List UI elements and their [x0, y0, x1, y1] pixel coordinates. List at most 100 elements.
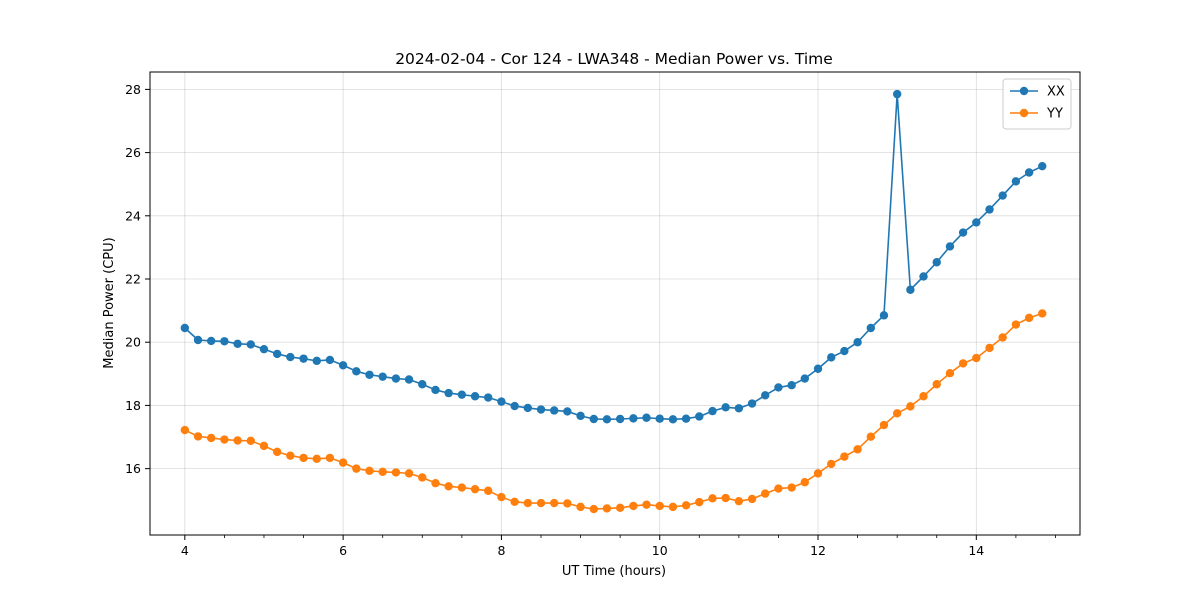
- data-point-xx: [404, 375, 414, 384]
- data-point-xx: [747, 399, 757, 408]
- data-point-xx: [972, 218, 981, 227]
- data-point-yy: [840, 452, 849, 461]
- data-point-xx: [879, 311, 889, 320]
- data-point-xx: [550, 406, 559, 415]
- data-point-xx: [932, 258, 941, 267]
- data-point-xx: [352, 367, 361, 376]
- data-point-xx: [787, 381, 796, 390]
- data-point-yy: [484, 486, 493, 495]
- data-point-yy: [220, 435, 229, 444]
- data-point-yy: [589, 504, 598, 514]
- chart-title: 2024-02-04 - Cor 124 - LWA348 - Median P…: [395, 50, 833, 68]
- data-point-yy: [457, 483, 467, 492]
- data-point-yy: [299, 453, 308, 463]
- data-point-xx: [945, 242, 955, 251]
- x-tick-label: 10: [652, 543, 668, 558]
- plot-frame: [149, 71, 1081, 536]
- data-point-yy: [932, 380, 941, 389]
- data-point-xx: [418, 380, 427, 389]
- data-point-yy: [444, 482, 453, 491]
- data-point-yy: [378, 467, 387, 476]
- y-tick-label: 24: [125, 208, 141, 223]
- data-point-xx: [589, 414, 598, 424]
- data-point-yy: [286, 451, 295, 460]
- data-point-xx: [655, 414, 664, 423]
- data-point-xx: [484, 393, 493, 402]
- data-point-yy: [352, 464, 361, 473]
- data-point-yy: [563, 499, 572, 508]
- y-tick-label: 16: [125, 461, 141, 476]
- data-point-yy: [523, 498, 532, 508]
- data-point-xx: [220, 337, 229, 346]
- data-point-yy: [827, 459, 836, 469]
- data-point-xx: [708, 406, 717, 416]
- data-point-xx: [681, 414, 691, 423]
- data-point-yy: [708, 494, 717, 503]
- data-point-xx: [523, 403, 532, 413]
- data-point-yy: [510, 497, 519, 507]
- data-point-xx: [1011, 177, 1021, 186]
- data-point-yy: [576, 502, 585, 512]
- data-point-xx: [906, 285, 915, 294]
- data-point-yy: [1038, 309, 1047, 318]
- data-point-yy: [747, 494, 757, 504]
- x-tick-label: 14: [968, 543, 984, 558]
- data-point-yy: [695, 497, 704, 507]
- data-point-xx: [602, 415, 612, 424]
- y-tick-label: 20: [125, 335, 141, 350]
- data-point-yy: [958, 359, 968, 368]
- data-point-yy: [879, 420, 889, 430]
- data-point-yy: [233, 436, 242, 445]
- data-point-yy: [813, 469, 823, 478]
- data-point-xx: [378, 372, 387, 381]
- data-point-yy: [629, 501, 638, 511]
- y-tick-label: 18: [125, 398, 141, 413]
- data-point-xx: [668, 415, 678, 424]
- data-point-yy: [418, 473, 427, 482]
- x-tick-label: 4: [181, 543, 189, 558]
- data-point-xx: [761, 391, 770, 400]
- data-point-xx: [615, 414, 625, 424]
- data-point-yy: [642, 500, 651, 509]
- data-point-xx: [193, 335, 203, 345]
- data-point-xx: [734, 404, 744, 413]
- data-point-yy: [325, 453, 335, 463]
- x-tick-label: 8: [497, 543, 505, 558]
- data-point-xx: [1024, 168, 1034, 177]
- legend: XX YY: [1002, 78, 1072, 130]
- data-point-yy: [853, 445, 862, 454]
- data-point-yy: [536, 498, 546, 508]
- data-point-xx: [299, 354, 308, 363]
- data-point-yy: [550, 498, 559, 508]
- data-point-yy: [866, 432, 876, 441]
- y-axis-label: Median Power (CPU): [102, 237, 117, 368]
- legend-item-yy: YY: [1010, 107, 1063, 122]
- data-point-yy: [906, 402, 915, 411]
- data-point-yy: [602, 504, 612, 513]
- data-point-xx: [998, 191, 1007, 200]
- data-point-xx: [721, 403, 730, 412]
- data-point-yy: [800, 478, 809, 487]
- data-point-yy: [391, 468, 401, 477]
- data-point-yy: [787, 483, 796, 492]
- x-axis-label: UT Time (hours): [562, 564, 666, 579]
- data-point-yy: [681, 501, 691, 510]
- data-point-yy: [892, 409, 902, 418]
- data-point-yy: [404, 469, 414, 478]
- data-point-yy: [668, 502, 678, 512]
- data-point-yy: [721, 493, 730, 503]
- data-point-xx: [892, 89, 902, 99]
- data-point-yy: [365, 466, 374, 476]
- data-point-yy: [246, 436, 255, 446]
- data-point-yy: [945, 368, 955, 378]
- y-tick-label: 26: [125, 145, 141, 160]
- legend-marker-yy: [1019, 108, 1029, 118]
- data-point-xx: [840, 346, 849, 356]
- data-point-xx: [365, 370, 374, 379]
- data-point-yy: [338, 458, 348, 467]
- legend-item-xx: XX: [1010, 85, 1065, 100]
- data-point-xx: [312, 356, 321, 366]
- data-point-yy: [312, 454, 321, 464]
- data-point-yy: [761, 489, 770, 498]
- data-point-xx: [246, 340, 255, 349]
